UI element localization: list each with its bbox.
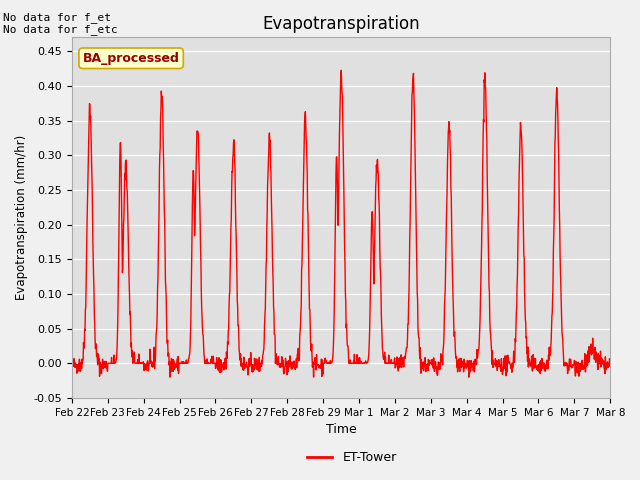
Y-axis label: Evapotranspiration (mm/hr): Evapotranspiration (mm/hr) (15, 135, 28, 300)
Text: BA_processed: BA_processed (83, 52, 180, 65)
Legend: ET-Tower: ET-Tower (302, 446, 402, 469)
Text: No data for f_et
No data for f_etc: No data for f_et No data for f_etc (3, 12, 118, 36)
Title: Evapotranspiration: Evapotranspiration (262, 15, 420, 33)
X-axis label: Time: Time (326, 423, 356, 436)
